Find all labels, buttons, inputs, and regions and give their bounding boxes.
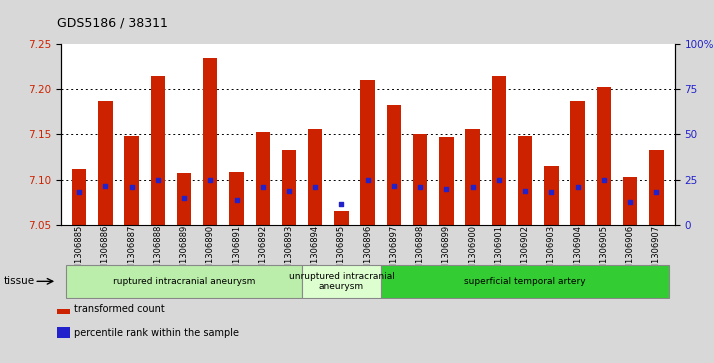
Bar bbox=[229, 172, 243, 225]
Point bbox=[625, 199, 636, 205]
Bar bbox=[203, 58, 218, 225]
Point bbox=[283, 189, 295, 195]
Point bbox=[545, 189, 557, 195]
Bar bbox=[466, 129, 480, 225]
Point bbox=[178, 195, 190, 201]
Bar bbox=[57, 303, 70, 314]
Point bbox=[126, 184, 137, 190]
Text: transformed count: transformed count bbox=[74, 303, 165, 314]
Bar bbox=[361, 80, 375, 225]
Point bbox=[152, 177, 164, 183]
Point bbox=[493, 177, 505, 183]
Point bbox=[204, 177, 216, 183]
Bar bbox=[308, 129, 323, 225]
Point bbox=[309, 184, 321, 190]
Bar bbox=[124, 136, 139, 225]
Bar bbox=[334, 211, 348, 225]
Point bbox=[388, 183, 400, 189]
Bar bbox=[302, 265, 381, 298]
Text: superficial temporal artery: superficial temporal artery bbox=[464, 277, 586, 286]
Point bbox=[467, 184, 478, 190]
Bar bbox=[98, 101, 113, 225]
Bar bbox=[597, 87, 611, 225]
Point bbox=[572, 184, 583, 190]
Bar bbox=[518, 136, 533, 225]
Bar bbox=[492, 76, 506, 225]
Bar bbox=[649, 150, 663, 225]
Bar bbox=[439, 137, 453, 225]
Point bbox=[598, 177, 610, 183]
Point bbox=[520, 188, 531, 193]
Bar bbox=[570, 101, 585, 225]
Bar bbox=[72, 169, 86, 225]
Point bbox=[441, 186, 452, 192]
Bar bbox=[66, 265, 302, 298]
Text: GDS5186 / 38311: GDS5186 / 38311 bbox=[57, 16, 168, 29]
Point bbox=[257, 184, 268, 190]
Bar bbox=[256, 131, 270, 225]
Point bbox=[231, 197, 242, 203]
Text: tissue: tissue bbox=[4, 276, 35, 286]
Bar bbox=[177, 173, 191, 225]
Text: unruptured intracranial
aneurysm: unruptured intracranial aneurysm bbox=[288, 272, 394, 291]
Point bbox=[74, 189, 85, 195]
Bar bbox=[381, 265, 670, 298]
Bar bbox=[387, 105, 401, 225]
Point bbox=[415, 184, 426, 190]
Bar bbox=[282, 150, 296, 225]
Point bbox=[650, 189, 662, 195]
Bar bbox=[544, 166, 558, 225]
Text: percentile rank within the sample: percentile rank within the sample bbox=[74, 327, 239, 338]
Bar bbox=[413, 134, 428, 225]
Bar bbox=[623, 177, 638, 225]
Bar bbox=[57, 327, 70, 338]
Text: ruptured intracranial aneurysm: ruptured intracranial aneurysm bbox=[113, 277, 255, 286]
Point bbox=[99, 183, 111, 189]
Bar bbox=[151, 76, 165, 225]
Point bbox=[336, 201, 347, 207]
Point bbox=[362, 177, 373, 183]
